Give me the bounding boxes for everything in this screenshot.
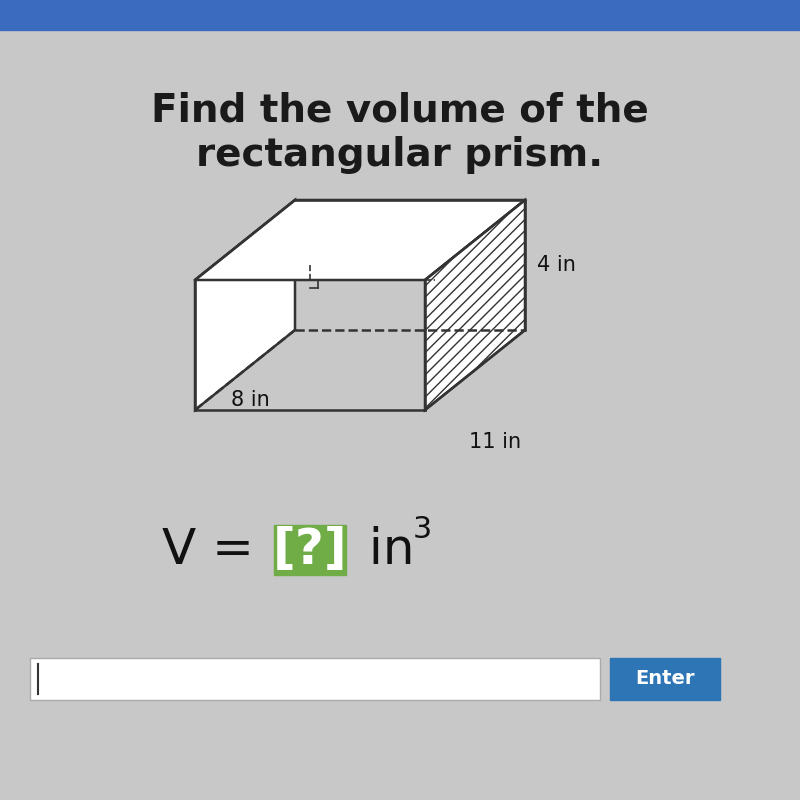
Polygon shape: [425, 200, 525, 410]
FancyBboxPatch shape: [610, 658, 720, 700]
FancyBboxPatch shape: [30, 658, 600, 700]
Text: Enter: Enter: [635, 670, 694, 689]
Text: Find the volume of the: Find the volume of the: [151, 91, 649, 129]
Text: rectangular prism.: rectangular prism.: [197, 136, 603, 174]
Polygon shape: [195, 200, 525, 280]
FancyBboxPatch shape: [274, 525, 346, 575]
Text: 11 in: 11 in: [469, 432, 521, 452]
Text: 8 in: 8 in: [230, 390, 270, 410]
Polygon shape: [195, 200, 295, 410]
Bar: [0, 0, 800, 30]
Text: 3: 3: [413, 515, 432, 545]
Text: 4 in: 4 in: [537, 255, 576, 275]
Text: in: in: [353, 526, 414, 574]
Text: V =: V =: [162, 526, 270, 574]
Text: [?]: [?]: [273, 526, 347, 574]
